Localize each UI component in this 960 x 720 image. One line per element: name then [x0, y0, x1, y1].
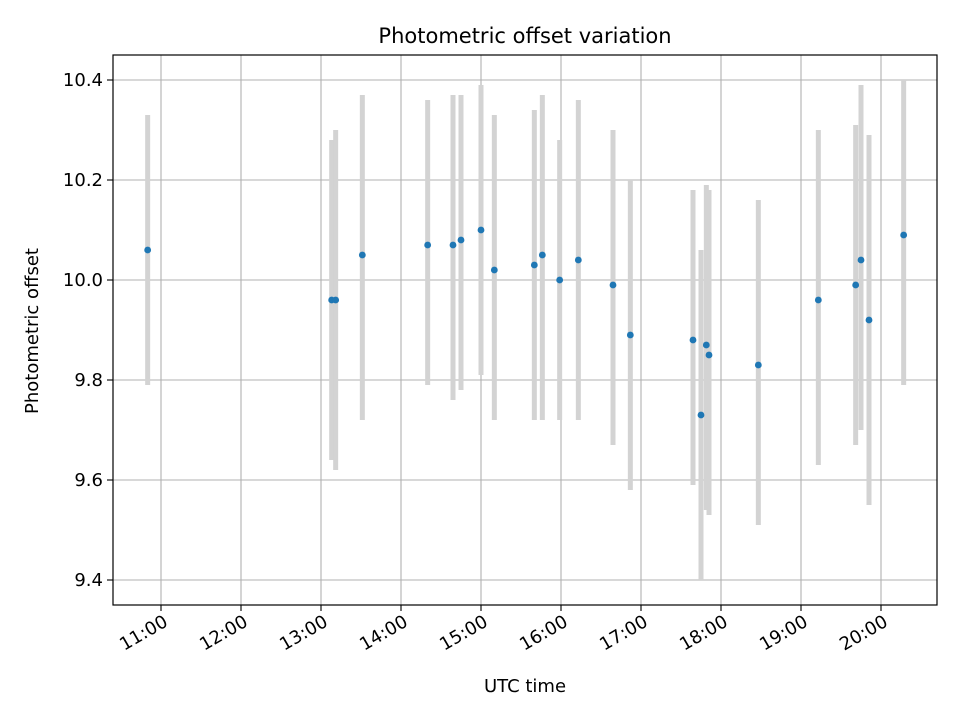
y-tick-label: 10.4: [63, 70, 103, 91]
chart-title: Photometric offset variation: [378, 24, 671, 48]
data-point: [449, 241, 457, 249]
x-axis-label: UTC time: [484, 676, 566, 697]
x-axis-ticks: 11:00 12:00 13:00 14:00 15:00 16:00 17:00 18:00…: [116, 605, 892, 655]
data-point: [332, 296, 340, 304]
x-tick-label: 14:00: [356, 611, 411, 655]
data-point: [144, 246, 152, 254]
y-tick-label: 9.8: [74, 370, 103, 391]
data-point: [852, 281, 860, 289]
data-point: [358, 251, 366, 259]
data-point: [530, 261, 538, 269]
y-axis-label: Photometric offset: [22, 248, 43, 414]
data-point: [705, 351, 713, 359]
data-point: [754, 361, 762, 369]
grid-lines: [113, 55, 937, 605]
x-tick-label: 19:00: [756, 611, 811, 655]
data-point: [574, 256, 582, 264]
data-point: [609, 281, 617, 289]
error-bars: [145, 80, 907, 580]
plot-frame: [112, 54, 938, 606]
data-point: [556, 276, 564, 284]
data-point: [626, 331, 634, 339]
x-tick-label: 12:00: [196, 611, 251, 655]
y-axis-ticks: 9.4 9.6 9.8 10.0 10.2 10.4: [63, 70, 113, 591]
y-tick-label: 10.0: [63, 270, 103, 291]
x-tick-label: 17:00: [596, 611, 651, 655]
data-point: [857, 256, 865, 264]
x-tick-label: 18:00: [676, 611, 731, 655]
data-point: [814, 296, 822, 304]
data-point: [457, 236, 465, 244]
data-point: [900, 231, 908, 239]
x-tick-label: 15:00: [436, 611, 491, 655]
y-tick-label: 10.2: [63, 170, 103, 191]
data-point: [689, 336, 697, 344]
data-point: [697, 411, 705, 419]
data-point: [424, 241, 432, 249]
y-tick-label: 9.6: [74, 470, 103, 491]
data-point: [702, 341, 710, 349]
x-tick-label: 20:00: [836, 611, 891, 655]
data-point: [477, 226, 485, 234]
data-point: [538, 251, 546, 259]
x-tick-label: 16:00: [516, 611, 571, 655]
data-point: [490, 266, 498, 274]
x-tick-label: 11:00: [116, 611, 171, 655]
y-tick-label: 9.4: [74, 570, 103, 591]
x-tick-label: 13:00: [276, 611, 331, 655]
data-point: [865, 316, 873, 324]
data-points: [144, 226, 908, 419]
